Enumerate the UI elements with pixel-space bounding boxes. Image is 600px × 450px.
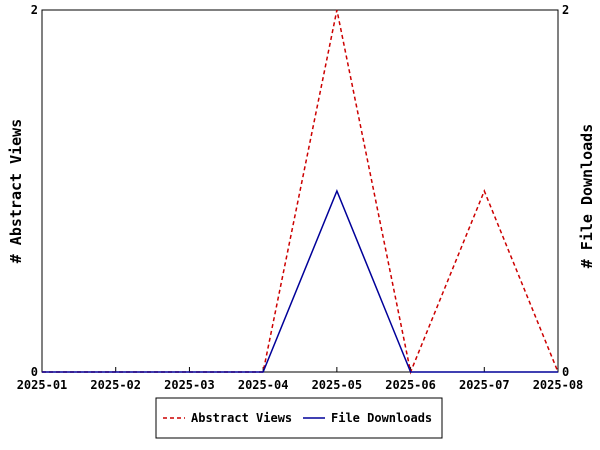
y-right-tick-label: 2 bbox=[562, 3, 569, 17]
x-tick-label: 2025-08 bbox=[533, 378, 584, 392]
x-tick-label: 2025-05 bbox=[312, 378, 363, 392]
y-axis-left: 02 bbox=[31, 3, 47, 379]
series-line-abstract-views bbox=[42, 9, 559, 375]
legend-label-file-downloads: File Downloads bbox=[331, 411, 432, 425]
series-line-file-downloads bbox=[42, 189, 558, 373]
x-tick-label: 2025-03 bbox=[164, 378, 215, 392]
legend-label-abstract-views: Abstract Views bbox=[191, 411, 292, 425]
legend-box bbox=[155, 397, 443, 439]
x-tick-label: 2025-02 bbox=[90, 378, 141, 392]
series-layer bbox=[42, 9, 559, 375]
legend: Abstract Views File Downloads bbox=[155, 397, 443, 439]
x-tick-label: 2025-07 bbox=[459, 378, 510, 392]
x-tick-label: 2025-04 bbox=[238, 378, 289, 392]
y-right-tick-label: 0 bbox=[562, 365, 569, 379]
y-left-tick-label: 0 bbox=[31, 365, 38, 379]
x-tick-label: 2025-06 bbox=[385, 378, 436, 392]
y-axis-right-label: # File Downloads bbox=[578, 124, 596, 269]
y-axis-left-label: # Abstract Views bbox=[7, 119, 25, 264]
x-tick-label: 2025-01 bbox=[17, 378, 68, 392]
y-left-tick-label: 2 bbox=[31, 3, 38, 17]
x-axis: 2025-01 2025-02 2025-03 2025-04 2025-05 2025-… bbox=[17, 367, 584, 392]
y-axis-right: 02 bbox=[553, 3, 569, 379]
plot-frame bbox=[41, 9, 559, 373]
